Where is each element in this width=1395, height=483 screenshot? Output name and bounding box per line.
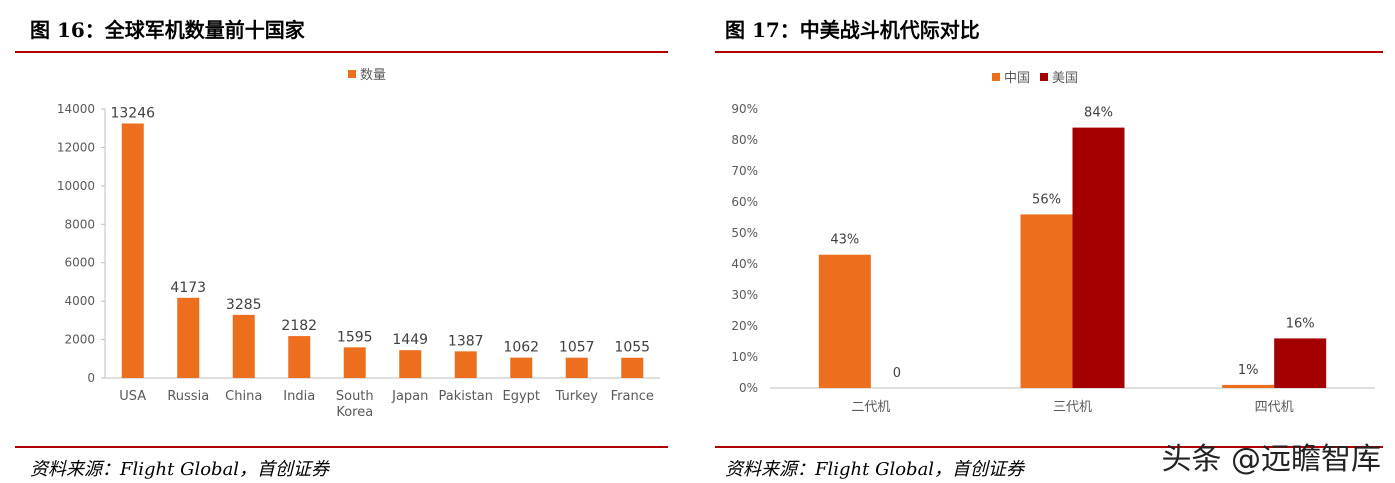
bar-usa <box>1274 338 1327 388</box>
y-tick-label: 6000 <box>64 256 95 270</box>
bar-egypt <box>510 357 533 378</box>
legend-swatch-china <box>992 73 1000 81</box>
data-label: 1449 <box>392 332 428 348</box>
y-tick-label: 2000 <box>64 333 95 347</box>
x-tick-label: China <box>225 389 262 404</box>
legend-label-usa: 美国 <box>1052 71 1078 86</box>
y-tick-label: 60% <box>731 195 758 209</box>
y-tick-label: 40% <box>731 257 758 271</box>
y-tick-label: 8000 <box>64 217 95 231</box>
data-label: 56% <box>1032 192 1061 207</box>
right-figure-title: 图 17：中美战斗机代际对比 <box>725 18 980 42</box>
right-bar-chart: 中国 美国 0% 10% 20% 30% 40% 50% 60% 70% 80% 90% 43% 0 二代机… <box>731 71 1375 415</box>
left-bottom-rule <box>15 446 668 448</box>
bar-usa <box>1072 127 1125 388</box>
y-tick-label: 90% <box>731 102 758 116</box>
data-label: 0 <box>893 366 901 381</box>
legend-swatch-usa <box>1040 73 1048 81</box>
data-label: 1595 <box>337 329 373 345</box>
y-tick-label: 70% <box>731 164 758 178</box>
data-label: 13246 <box>110 105 155 121</box>
legend-label-count: 数量 <box>360 68 386 83</box>
x-tick-label: South <box>336 389 374 404</box>
x-tick-label: 三代机 <box>1053 400 1092 415</box>
x-tick-label: USA <box>119 389 146 404</box>
data-label: 43% <box>830 233 859 248</box>
watermark: 头条 @远瞻智库 <box>1161 442 1381 477</box>
bar-china <box>818 254 871 388</box>
data-label: 1% <box>1238 363 1259 378</box>
data-label: 1055 <box>614 340 650 356</box>
y-tick-label: 12000 <box>57 140 95 154</box>
right-top-rule <box>715 51 1383 53</box>
data-label: 3285 <box>226 297 262 313</box>
right-source-note: 资料来源：Flight Global，首创证券 <box>725 459 1025 480</box>
y-tick-label: 50% <box>731 226 758 240</box>
y-tick-label: 10% <box>731 350 758 364</box>
data-label: 84% <box>1084 106 1113 121</box>
x-tick-label: Russia <box>167 389 209 404</box>
right-figure: 图 17：中美战斗机代际对比 中国 美国 0% 10% 20% 30% 40% 50% 60% 7… <box>700 0 1395 483</box>
x-tick-label: Egypt <box>502 389 540 404</box>
bar-south-korea <box>343 347 366 378</box>
y-tick-label: 4000 <box>64 294 95 308</box>
y-tick-label: 30% <box>731 288 758 302</box>
x-tick-label: France <box>611 389 654 404</box>
y-tick-label: 80% <box>731 133 758 147</box>
data-label: 4173 <box>170 280 206 296</box>
x-tick-label: Korea <box>336 405 373 420</box>
left-bar-chart: 数量 0 2000 4000 6000 8000 10000 12000 14000 13246 U… <box>57 68 660 420</box>
bar-france <box>621 357 644 378</box>
x-tick-label: Pakistan <box>439 389 493 404</box>
left-source-note: 资料来源：Flight Global，首创证券 <box>30 459 330 480</box>
data-label: 1057 <box>559 340 595 356</box>
bar-usa <box>121 123 144 378</box>
x-tick-label: India <box>283 389 315 404</box>
legend-swatch-count <box>348 70 356 78</box>
y-tick-label: 10000 <box>57 179 95 193</box>
left-figure-title: 图 16：全球军机数量前十国家 <box>30 18 305 42</box>
bar-india <box>288 336 311 378</box>
bar-russia <box>177 297 200 378</box>
x-tick-label: 二代机 <box>851 400 890 415</box>
data-label: 16% <box>1286 316 1315 331</box>
x-tick-label: 四代机 <box>1255 400 1294 415</box>
legend-label-china: 中国 <box>1004 71 1030 86</box>
left-top-rule <box>15 51 668 53</box>
data-label: 1387 <box>448 333 484 349</box>
bar-china <box>232 314 255 378</box>
right-bottom-rule <box>715 446 1383 448</box>
y-tick-label: 0% <box>739 381 758 395</box>
y-tick-label: 20% <box>731 319 758 333</box>
bar-china <box>1222 384 1275 388</box>
x-tick-label: Turkey <box>555 389 599 404</box>
y-tick-label: 14000 <box>57 102 95 116</box>
y-tick-label: 0 <box>87 371 95 385</box>
x-tick-label: Japan <box>391 389 428 404</box>
data-label: 1062 <box>503 340 539 356</box>
bar-china <box>1020 214 1073 388</box>
bar-japan <box>399 350 422 378</box>
bar-turkey <box>565 357 588 378</box>
data-label: 2182 <box>281 318 317 334</box>
left-figure: 图 16：全球军机数量前十国家 数量 0 2000 4000 6000 8000 10000… <box>0 0 680 483</box>
bar-pakistan <box>454 351 477 378</box>
